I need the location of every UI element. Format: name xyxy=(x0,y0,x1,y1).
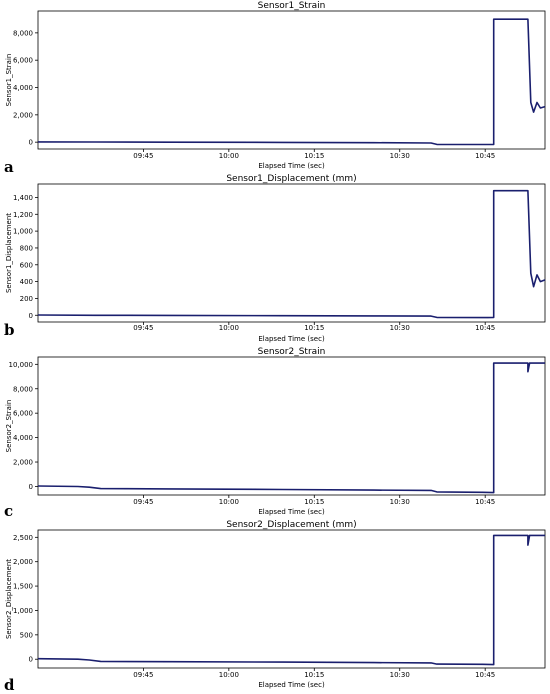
panel-label-d: d xyxy=(4,676,15,694)
y-tick-label: 0 xyxy=(29,312,33,320)
chart-panel-a: Sensor1_Strain 0 2,000 4,000 6,000 8,000 Senso… xyxy=(4,1,546,176)
y-tick-label: 1,000 xyxy=(13,607,33,615)
y-tick-label: 600 xyxy=(20,261,33,269)
plot-frame xyxy=(37,356,546,496)
chart-panel-d: Sensor2_Displacement (mm) 0 500 1,000 1,500 2… xyxy=(4,520,546,694)
x-tick-label: 10:00 xyxy=(219,324,239,332)
series-line xyxy=(37,18,546,146)
y-tick-label: 0 xyxy=(29,656,33,664)
plot-frame xyxy=(37,529,546,669)
y-tick-label: 1,200 xyxy=(13,211,33,219)
y-tick-label: 8,000 xyxy=(13,29,33,37)
chart-panel-b: Sensor1_Displacement (mm) 0 200 400 600 800 1,… xyxy=(4,174,546,343)
panel-label-c: c xyxy=(4,502,13,520)
series-line xyxy=(37,189,546,319)
x-axis-label: Elapsed Time (sec) xyxy=(258,162,325,170)
y-tick-label: 10,000 xyxy=(9,361,34,369)
chart-title: Sensor2_Displacement (mm) xyxy=(226,520,356,530)
x-tick-label: 10:15 xyxy=(304,152,324,160)
series-line xyxy=(37,362,545,494)
x-tick-label: 09:45 xyxy=(133,671,153,679)
y-tick-label: 200 xyxy=(20,295,33,303)
y-tick-label: 2,500 xyxy=(13,534,33,542)
y-tick-label: 4,000 xyxy=(13,434,33,442)
y-tick-label: 8,000 xyxy=(13,385,33,393)
y-tick-label: 2,000 xyxy=(13,111,33,119)
y-tick-label: 2,000 xyxy=(13,558,33,566)
x-axis-label: Elapsed Time (sec) xyxy=(258,508,325,516)
y-axis-label: Sensor1_Strain xyxy=(5,54,13,107)
chart-title: Sensor1_Displacement (mm) xyxy=(226,174,356,184)
x-tick-label: 09:45 xyxy=(133,498,153,506)
x-tick-label: 10:15 xyxy=(304,671,324,679)
x-tick-label: 10:30 xyxy=(390,498,410,506)
chart-title: Sensor2_Strain xyxy=(258,347,326,357)
plot-frame xyxy=(37,183,546,323)
chart-title: Sensor1_Strain xyxy=(258,1,326,11)
y-tick-label: 0 xyxy=(29,483,33,491)
x-tick-label: 10:45 xyxy=(475,498,495,506)
y-tick-label: 800 xyxy=(20,244,33,252)
x-axis-label: Elapsed Time (sec) xyxy=(258,681,325,689)
y-tick-label: 4,000 xyxy=(13,84,33,92)
y-axis-label: Sensor1_Displacement xyxy=(5,213,13,293)
y-tick-label: 2,000 xyxy=(13,459,33,467)
y-axis-label: Sensor2_Displacement xyxy=(5,559,13,639)
y-tick-label: 6,000 xyxy=(13,410,33,418)
y-tick-label: 0 xyxy=(29,139,33,147)
x-tick-label: 10:30 xyxy=(390,671,410,679)
x-tick-label: 09:45 xyxy=(133,152,153,160)
x-tick-label: 10:30 xyxy=(390,152,410,160)
x-axis-label: Elapsed Time (sec) xyxy=(258,335,325,343)
x-tick-label: 10:30 xyxy=(390,324,410,332)
x-tick-label: 10:15 xyxy=(304,498,324,506)
x-tick-label: 10:45 xyxy=(475,324,495,332)
x-tick-label: 10:00 xyxy=(219,671,239,679)
y-tick-label: 400 xyxy=(20,278,33,286)
panel-label-a: a xyxy=(4,158,14,176)
x-tick-label: 10:45 xyxy=(475,152,495,160)
x-tick-label: 09:45 xyxy=(133,324,153,332)
y-tick-label: 1,000 xyxy=(13,228,33,236)
chart-panel-c: Sensor2_Strain 0 2,000 4,000 6,000 8,000 10,00… xyxy=(4,347,546,520)
series-line xyxy=(37,534,545,666)
y-tick-label: 500 xyxy=(20,631,33,639)
y-tick-label: 6,000 xyxy=(13,57,33,65)
y-axis-label: Sensor2_Strain xyxy=(5,400,13,453)
plot-frame xyxy=(37,10,546,150)
panel-label-b: b xyxy=(4,321,15,339)
y-tick-label: 1,500 xyxy=(13,583,33,591)
x-tick-label: 10:45 xyxy=(475,671,495,679)
x-tick-label: 10:00 xyxy=(219,152,239,160)
x-tick-label: 10:00 xyxy=(219,498,239,506)
y-tick-label: 1,400 xyxy=(13,194,33,202)
x-tick-label: 10:15 xyxy=(304,324,324,332)
